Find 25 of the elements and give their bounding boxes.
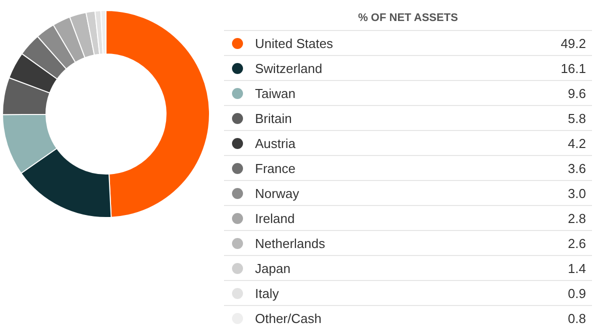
legend-label: Other/Cash <box>255 310 322 326</box>
legend-title: % OF NET ASSETS <box>357 11 459 26</box>
data-label: 3.0 <box>568 186 587 200</box>
data-label: 4.2 <box>568 136 587 150</box>
legend-label: Japan <box>255 260 292 276</box>
legend-label: Netherlands <box>255 236 326 250</box>
data-label: 0.8 <box>568 310 587 326</box>
data-label: 0.9 <box>568 286 587 300</box>
legend-label: Britain <box>255 110 293 126</box>
data-label: 1.4 <box>568 260 587 276</box>
legend-label: Switzerland <box>255 60 324 76</box>
data-label: 5.8 <box>568 110 587 126</box>
data-label: 3.6 <box>568 160 587 176</box>
legend-label: Austria <box>255 136 296 150</box>
data-label: 2.6 <box>568 236 587 250</box>
legend-label: United States <box>255 36 334 50</box>
data-label: 16.1 <box>560 60 587 76</box>
legend-label: Ireland <box>255 210 296 226</box>
data-label: 49.2 <box>560 36 587 50</box>
data-label: 2.8 <box>568 210 587 226</box>
data-label: 9.6 <box>568 86 587 100</box>
legend-label: Norway <box>255 186 300 200</box>
legend-label: Taiwan <box>255 86 296 100</box>
legend-label: France <box>255 160 296 176</box>
legend-label: Italy <box>255 286 280 300</box>
